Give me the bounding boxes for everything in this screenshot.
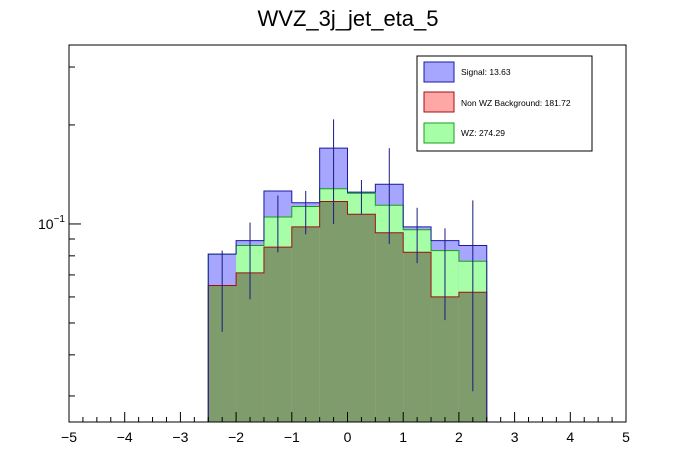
legend: Signal: 13.63 Non WZ Background: 181.72 …	[416, 55, 593, 152]
axes: −5 −4 −3 −2 −1 0 1 2 3 4 5 10−1	[38, 66, 630, 445]
x-tick-label: −3	[172, 429, 188, 445]
x-tick-label: 3	[511, 429, 519, 445]
legend-swatch-wz	[423, 122, 455, 144]
legend-label-non-wz-background: Non WZ Background: 181.72	[461, 98, 571, 108]
x-tick-label: 0	[344, 429, 352, 445]
x-tick-label: 2	[455, 429, 463, 445]
bar-overlap-bin-3	[291, 226, 320, 422]
legend-swatch-non-wz-background	[423, 91, 455, 113]
chart-title: WVZ_3j_jet_eta_5	[258, 6, 439, 31]
plot-area	[207, 119, 488, 423]
bar-overlap-bin-7	[403, 252, 432, 422]
y-tick-label: 10−1	[38, 214, 65, 232]
bar-overlap-bin-4	[319, 201, 348, 422]
x-tick-label: −2	[228, 429, 244, 445]
x-tick-label: 1	[399, 429, 407, 445]
legend-swatch-signal	[423, 61, 455, 83]
bar-overlap-bin-6	[375, 232, 404, 422]
legend-label-signal: Signal: 13.63	[461, 67, 511, 77]
legend-label-wz: WZ: 274.29	[461, 128, 505, 138]
bar-overlap-bin-2	[263, 247, 292, 422]
x-tick-label: 5	[622, 429, 630, 445]
x-tick-label: −1	[284, 429, 300, 445]
x-tick-label: 4	[566, 429, 574, 445]
x-tick-label: −4	[117, 429, 133, 445]
x-tick-label: −5	[61, 429, 77, 445]
bar-overlap-bin-5	[347, 214, 376, 422]
